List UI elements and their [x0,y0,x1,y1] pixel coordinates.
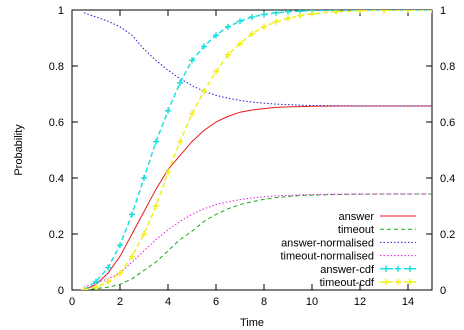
data-point-answer-cdf [165,107,171,114]
legend-label-answer-normalised: answer-normalised [281,237,374,249]
data-point-answer-cdf [201,43,207,50]
data-point-timeout-cdf [225,51,231,58]
data-point-timeout-cdf [297,12,303,19]
data-point-timeout-cdf [117,270,123,277]
legend-label-timeout-normalised: timeout-normalised [280,251,374,263]
y-tick-label: 0.2 [49,229,64,241]
y-tick-label: 0 [58,285,64,297]
data-point-timeout-cdf [333,10,339,15]
series-line-timeout-cdf [83,10,432,290]
data-point-answer-cdf [273,10,279,16]
x-tick-label: 2 [117,296,123,308]
data-point-answer-cdf [189,57,195,64]
data-point-timeout-cdf [81,287,87,290]
data-point-timeout-cdf [249,30,255,37]
y2-tick-label: 1 [440,5,446,17]
data-point-answer-cdf [105,264,111,271]
legend-marker-timeout-cdf [383,279,389,285]
y2-tick-label: 0.4 [440,173,455,185]
data-point-answer-cdf [261,11,267,18]
data-point-timeout-cdf [237,40,243,47]
data-point-answer-cdf [129,211,135,218]
x-tick-label: 4 [165,296,171,308]
data-point-timeout-cdf [357,10,363,14]
y-tick-label: 1 [58,5,64,17]
data-point-answer-cdf [117,242,123,249]
legend-label-timeout-cdf: timeout-cdf [320,277,375,289]
data-point-timeout-cdf [141,231,147,237]
x-axis-title: Time [240,317,264,329]
x-tick-label: 6 [213,296,219,308]
data-point-timeout-cdf [285,15,291,22]
data-point-timeout-cdf [261,23,267,30]
data-point-answer-cdf [93,278,99,285]
data-point-timeout-cdf [189,110,195,117]
x-tick-label: 14 [402,296,414,308]
data-point-timeout-cdf [213,68,219,75]
data-point-timeout-cdf [201,88,207,95]
legend-marker-timeout-cdf [407,279,413,285]
data-point-timeout-cdf [273,18,279,25]
x-tick-label: 10 [306,296,318,308]
legend-marker-answer-cdf [407,265,413,272]
data-point-timeout-cdf [381,10,387,14]
axis-ticks: 0 2 4 6 8 10 12 140 00.2 0.20.4 0.40.6 0.60.8 0.81 1 [49,5,456,308]
data-point-timeout-cdf [153,203,159,209]
data-point-timeout-cdf [429,10,432,13]
data-point-timeout-cdf [309,10,315,17]
series-line-answer-cdf [83,10,432,290]
plot-frame [71,9,433,291]
y2-tick-label: 0.2 [440,229,455,241]
data-point-timeout-cdf [93,284,99,290]
legend-label-timeout: timeout [338,224,374,236]
series-line-timeout [83,193,432,290]
x-tick-label: 12 [354,296,366,308]
y-tick-label: 0.6 [49,117,64,129]
data-point-answer-cdf [249,14,255,20]
data-point-answer-cdf [237,18,243,25]
data-point-timeout-cdf [405,10,411,13]
data-point-answer-cdf [141,175,147,181]
series-line-answer [83,105,432,290]
y2-tick-label: 0.8 [440,61,455,73]
data-point-answer-cdf [225,23,231,30]
data-point-timeout-cdf [165,169,171,176]
x-tick-label: 8 [261,296,267,308]
data-point-answer-cdf [213,32,219,39]
legend-label-answer: answer [339,211,375,223]
data-point-answer-cdf [285,10,291,15]
y2-tick-label: 0.6 [440,117,455,129]
y-tick-label: 0.4 [49,173,64,185]
series-group [81,10,432,290]
x-tick-label: 0 [69,296,75,308]
legend-marker-answer-cdf [383,265,389,272]
data-point-timeout-cdf [177,138,183,145]
data-point-answer-cdf [177,79,183,86]
data-point-timeout-cdf [129,253,135,260]
series-line-timeout-normalised [83,193,432,288]
data-point-timeout-cdf [105,278,111,285]
legend-marker-answer-cdf [395,265,401,272]
series-line-answer-normalised [83,12,432,107]
y-tick-label: 0.8 [49,61,64,73]
legend-marker-timeout-cdf [395,279,401,285]
y2-tick-label: 0 [440,285,446,297]
y-axis-title: Probability [13,124,25,176]
legend-label-answer-cdf: answer-cdf [320,264,375,276]
data-point-answer-cdf [153,138,159,145]
